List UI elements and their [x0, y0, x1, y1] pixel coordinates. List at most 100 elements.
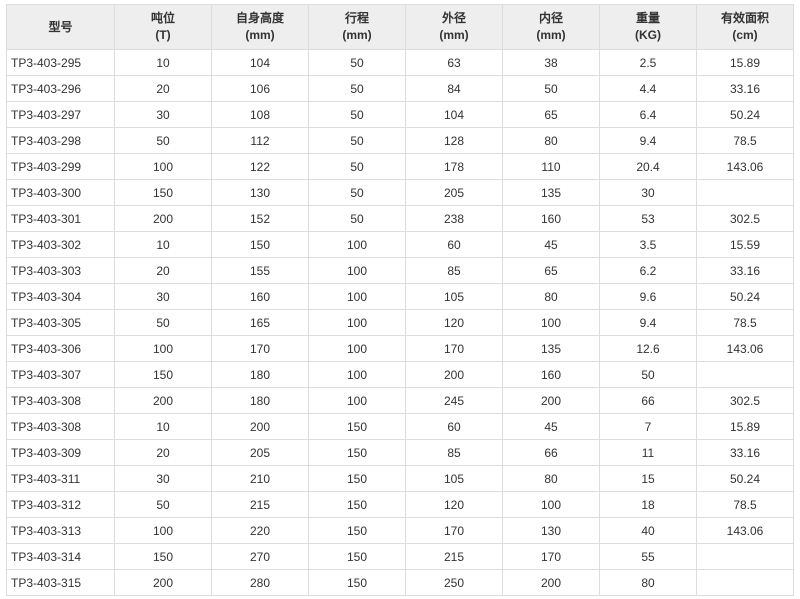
cell-value: 302.5 [697, 206, 794, 232]
cell-model: TP3-403-300 [7, 180, 115, 206]
cell-model: TP3-403-306 [7, 336, 115, 362]
cell-value: 40 [600, 518, 697, 544]
cell-value: 20 [115, 258, 212, 284]
cell-value: 105 [406, 284, 503, 310]
cell-value: 104 [212, 50, 309, 76]
cell-value: 9.6 [600, 284, 697, 310]
col-header-effective-area: 有效面积 (cm) [697, 5, 794, 50]
cell-value: 170 [503, 544, 600, 570]
cell-value: 50 [309, 180, 406, 206]
cell-value: 100 [115, 518, 212, 544]
cell-value: 15.89 [697, 414, 794, 440]
cell-value: 38 [503, 50, 600, 76]
table-row: TP3-403-3012001525023816053302.5 [7, 206, 794, 232]
col-header-stroke: 行程 (mm) [309, 5, 406, 50]
cell-value: 50 [115, 492, 212, 518]
cell-value: 250 [406, 570, 503, 596]
cell-value: 30 [600, 180, 697, 206]
cell-value: 155 [212, 258, 309, 284]
cell-model: TP3-403-308 [7, 414, 115, 440]
table-row: TP3-403-31520028015025020080 [7, 570, 794, 596]
cell-value: 100 [115, 154, 212, 180]
table-row: TP3-403-3001501305020513530 [7, 180, 794, 206]
cell-value: 20 [115, 440, 212, 466]
cell-value: 150 [309, 414, 406, 440]
cell-value: 15 [600, 466, 697, 492]
col-header-weight: 重量 (KG) [600, 5, 697, 50]
cell-value: 50 [600, 362, 697, 388]
cell-value: 135 [503, 180, 600, 206]
col-header-self-height: 自身高度 (mm) [212, 5, 309, 50]
cell-value: 104 [406, 102, 503, 128]
cell-value: 50 [309, 154, 406, 180]
cell-value: 10 [115, 414, 212, 440]
table-body: TP3-403-295101045063382.515.89TP3-403-29… [7, 50, 794, 596]
cell-value: 100 [309, 362, 406, 388]
cell-value: 100 [309, 258, 406, 284]
col-header-unit: (mm) [212, 27, 308, 44]
cell-value: 50.24 [697, 284, 794, 310]
col-header-outer-dia: 外径 (mm) [406, 5, 503, 50]
col-header-label: 外径 [406, 10, 502, 27]
cell-value: 200 [406, 362, 503, 388]
cell-value: 10 [115, 232, 212, 258]
cell-value: 245 [406, 388, 503, 414]
cell-model: TP3-403-295 [7, 50, 115, 76]
cell-value: 30 [115, 466, 212, 492]
cell-value: 100 [309, 284, 406, 310]
cell-value: 20.4 [600, 154, 697, 180]
cell-value: 130 [503, 518, 600, 544]
cell-value: 60 [406, 232, 503, 258]
cell-value [697, 544, 794, 570]
cell-value: 18 [600, 492, 697, 518]
cell-value: 7 [600, 414, 697, 440]
cell-value: 150 [309, 492, 406, 518]
cell-value: 150 [309, 518, 406, 544]
cell-value: 210 [212, 466, 309, 492]
col-header-unit: (KG) [600, 27, 696, 44]
col-header-unit: (mm) [309, 27, 405, 44]
cell-value: 150 [309, 440, 406, 466]
cell-value: 50.24 [697, 466, 794, 492]
cell-value: 215 [212, 492, 309, 518]
col-header-unit: (mm) [503, 27, 599, 44]
cell-value: 50 [309, 50, 406, 76]
cell-value: 170 [406, 336, 503, 362]
cell-value: 12.6 [600, 336, 697, 362]
cell-model: TP3-403-315 [7, 570, 115, 596]
cell-value: 215 [406, 544, 503, 570]
col-header-tonnage: 吨位 (T) [115, 5, 212, 50]
table-row: TP3-403-2991001225017811020.4143.06 [7, 154, 794, 180]
col-header-unit: (mm) [406, 27, 502, 44]
cell-value: 33.16 [697, 258, 794, 284]
cell-value: 78.5 [697, 310, 794, 336]
cell-model: TP3-403-313 [7, 518, 115, 544]
cell-model: TP3-403-296 [7, 76, 115, 102]
spec-table: 型号 吨位 (T) 自身高度 (mm) 行程 (mm) 外径 (mm) 内径 (… [6, 4, 794, 596]
cell-value: 78.5 [697, 492, 794, 518]
cell-model: TP3-403-302 [7, 232, 115, 258]
cell-value: 150 [115, 362, 212, 388]
cell-value: 85 [406, 440, 503, 466]
cell-value: 30 [115, 284, 212, 310]
cell-value: 165 [212, 310, 309, 336]
cell-value: 120 [406, 492, 503, 518]
cell-value: 150 [309, 544, 406, 570]
col-header-model: 型号 [7, 5, 115, 50]
cell-value: 65 [503, 102, 600, 128]
cell-value: 130 [212, 180, 309, 206]
cell-value: 122 [212, 154, 309, 180]
cell-value: 20 [115, 76, 212, 102]
cell-value: 110 [503, 154, 600, 180]
cell-value: 50 [309, 102, 406, 128]
cell-value: 238 [406, 206, 503, 232]
cell-value: 15.59 [697, 232, 794, 258]
cell-value: 150 [115, 544, 212, 570]
table-row: TP3-403-308102001506045715.89 [7, 414, 794, 440]
cell-value: 200 [503, 570, 600, 596]
cell-value: 50 [309, 76, 406, 102]
cell-value: 160 [503, 362, 600, 388]
cell-value: 106 [212, 76, 309, 102]
cell-value: 50 [115, 310, 212, 336]
col-header-label: 重量 [600, 10, 696, 27]
